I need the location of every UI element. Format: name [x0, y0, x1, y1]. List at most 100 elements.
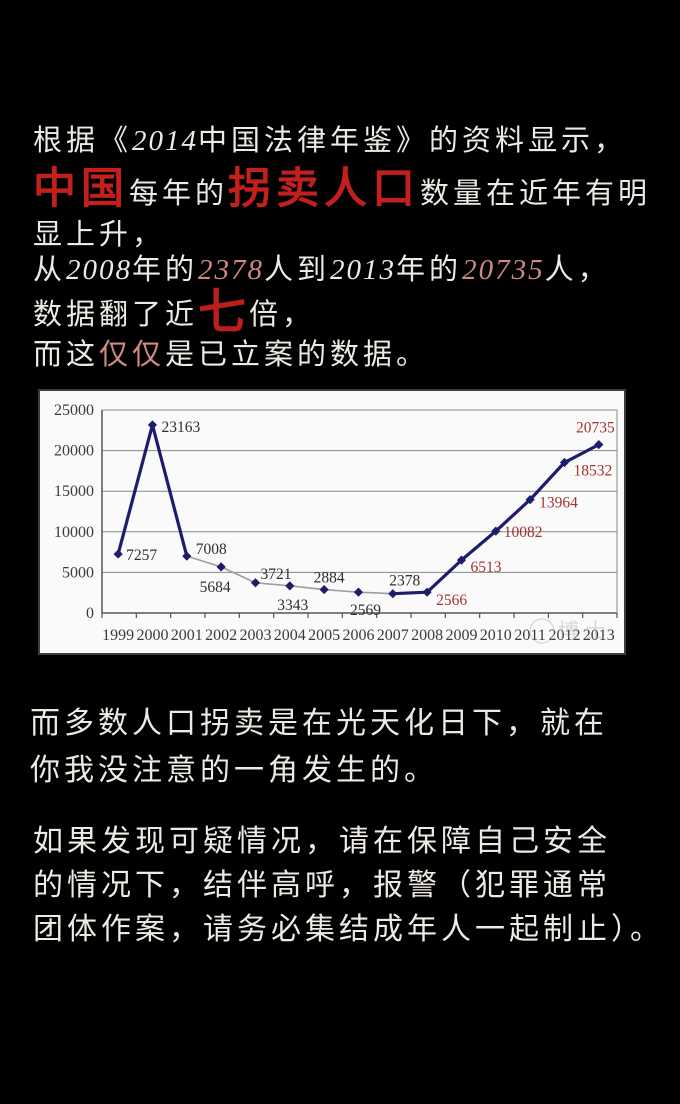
x-axis-tick-label: 2009 [445, 627, 477, 644]
x-axis-tick-label: 2007 [377, 627, 409, 644]
data-line-segment [186, 555, 222, 568]
data-line-segment [255, 581, 290, 587]
data-point-label: 18532 [573, 463, 612, 480]
text-run: 而多数人口拐卖是在光天化日下，就在 [30, 707, 608, 740]
text-line: 根据《2014中国法律年鉴》的资料显示， [33, 121, 673, 161]
data-point-marker [319, 584, 329, 595]
data-point-label: 3343 [277, 597, 308, 614]
paragraph-advice: 如果发现可疑情况，请在保障自己安全 的情况下，结伴高呼，报警（犯罪通常团体作案，请… [33, 820, 664, 952]
text-run: 人， [544, 254, 611, 286]
x-axis-tick-label: 2004 [274, 627, 306, 644]
data-point-marker [456, 555, 467, 565]
data-point-marker [147, 420, 158, 430]
data-point-label: 7257 [126, 547, 157, 564]
text-run: 每年的 [129, 178, 229, 210]
text-run: 人到 [264, 254, 331, 286]
data-line-segment [528, 461, 566, 501]
text-run: 中国 [33, 166, 129, 213]
chart-panel: 0 5000 10000 15000 20000 25000 1999 2000 2001 200… [38, 389, 626, 655]
paragraph-daylight: 而多数人口拐卖是在光天化日下，就在 你我没注意的一角发生的。 [30, 700, 608, 794]
data-point-label: 23163 [161, 419, 200, 436]
text-run: 20735 [462, 254, 545, 286]
x-axis-tick-label: 2005 [308, 627, 340, 644]
x-axis-tick-label: 2006 [342, 627, 374, 644]
data-line-segment [220, 566, 256, 584]
data-line-segment [150, 424, 189, 557]
text-line: 团体作案，请务必集结成年人一起制止）。 [33, 908, 664, 952]
text-run: 数量在近年有明 [420, 178, 652, 210]
x-axis-tick-label: 2003 [239, 627, 271, 644]
text-run: 2378 [198, 254, 265, 286]
data-point-marker [113, 549, 123, 559]
data-line-segment [392, 590, 428, 596]
text-run: 年的 [132, 254, 199, 286]
x-axis-tick-label: 2001 [171, 627, 203, 644]
data-line-segment [116, 424, 155, 555]
watermark-circle-icon [529, 618, 555, 644]
y-axis-tick-label: 10000 [54, 524, 94, 541]
data-point-label: 5684 [200, 579, 231, 596]
data-line-segment [324, 588, 359, 593]
data-line-segment [494, 498, 532, 533]
text-run: 的情况下，结伴高呼，报警（犯罪通常 [33, 869, 611, 902]
y-axis-tick-label: 15000 [54, 483, 94, 500]
data-point-label: 2566 [436, 592, 467, 609]
data-point-label: 2884 [314, 570, 345, 587]
text-line: 如果发现可疑情况，请在保障自己安全 [33, 820, 664, 864]
text-run: 你我没注意的一角发生的。 [30, 754, 438, 787]
x-axis-tick-label: 2000 [136, 627, 168, 644]
text-line: 显上升， [33, 218, 673, 253]
data-point-label: 13964 [539, 495, 578, 512]
data-line-segment [460, 529, 497, 562]
text-run: 如果发现可疑情况，请在保障自己安全 [33, 825, 611, 858]
data-point-label: 20735 [576, 420, 615, 437]
text-line: 中国每年的拐卖人口数量在近年有明 [33, 161, 673, 218]
y-axis-tick-label: 0 [86, 605, 94, 622]
x-axis-tick-label: 2011 [514, 627, 545, 644]
text-run: 拐卖人口 [228, 166, 421, 213]
text-line: 而多数人口拐卖是在光天化日下，就在 [30, 700, 608, 747]
text-run: 倍， [249, 299, 316, 331]
data-line-segment [563, 443, 600, 464]
x-axis-tick-label: 2008 [411, 627, 443, 644]
data-point-marker [216, 562, 226, 572]
y-axis-tick-label: 20000 [54, 443, 94, 460]
x-axis-tick-label: 2010 [480, 627, 512, 644]
text-run: 是已立案的数据。 [165, 339, 430, 371]
data-point-label: 10082 [504, 524, 543, 541]
data-line-segment [426, 558, 463, 594]
text-line: 而这仅仅是已立案的数据。 [33, 338, 673, 373]
intro-text-block: 根据《2014中国法律年鉴》的资料显示， 中国每年的拐卖人口数量在近年有明 显上升，… [33, 121, 673, 373]
data-point-label: 2569 [350, 602, 381, 619]
text-run: 显上升， [33, 219, 166, 251]
text-run: 2014 [132, 125, 199, 157]
text-run: 2008 [66, 254, 133, 286]
text-run: 仅仅 [99, 339, 166, 371]
text-run: 年的 [396, 254, 463, 286]
watermark-text: 博士 [558, 619, 612, 643]
text-line: 的情况下，结伴高呼，报警（犯罪通常 [33, 864, 664, 908]
text-run: 根据《 [33, 125, 133, 157]
text-run: 中国法律年鉴》的资料显示， [198, 125, 628, 157]
y-axis-tick-label: 5000 [62, 564, 94, 581]
data-point-marker [388, 589, 398, 599]
data-point-marker [491, 526, 501, 536]
data-point-label: 6513 [470, 559, 501, 576]
data-point-label: 2378 [389, 573, 420, 590]
data-point-marker [182, 551, 192, 561]
data-point-marker [525, 495, 535, 505]
data-point-label: 3721 [260, 566, 291, 583]
text-run: 数据翻了近 [33, 299, 199, 331]
text-line: 数据翻了近七倍， [33, 288, 673, 338]
data-point-marker [353, 587, 364, 597]
x-axis-tick-label: 2002 [205, 627, 237, 644]
x-axis-tick-label: 1999 [102, 627, 134, 644]
y-axis-tick-label: 25000 [54, 402, 94, 419]
data-line-segment [358, 591, 393, 595]
text-line: 你我没注意的一角发生的。 [30, 747, 608, 794]
text-run: 从 [33, 254, 67, 286]
x-axis-tick-label: 2012 [548, 627, 580, 644]
text-run: 团体作案，请务必集结成年人一起制止）。 [33, 913, 664, 946]
